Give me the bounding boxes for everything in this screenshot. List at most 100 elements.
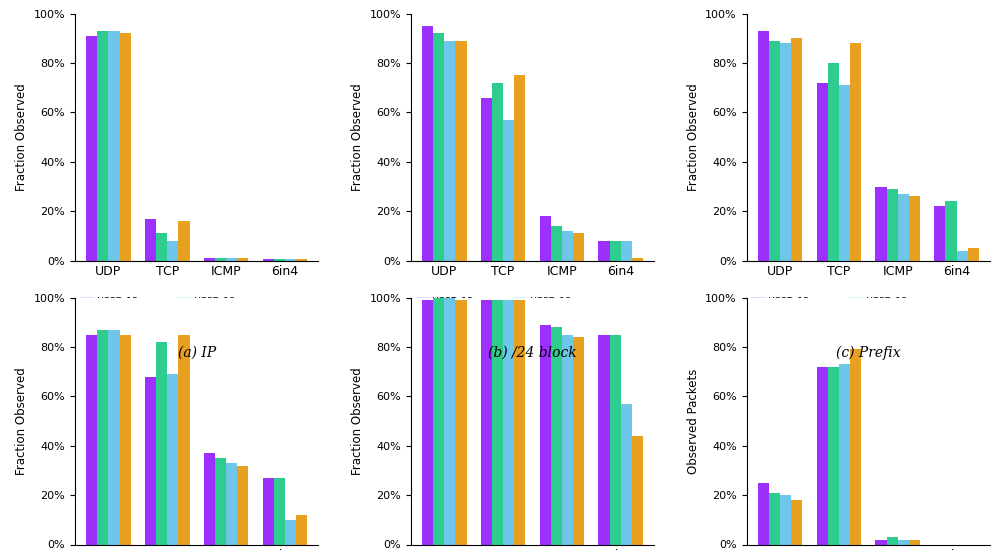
Bar <box>120 34 131 261</box>
Bar <box>97 31 108 261</box>
Bar <box>562 231 573 261</box>
Bar <box>791 39 802 261</box>
Bar <box>503 120 514 261</box>
Bar <box>444 41 455 261</box>
Bar <box>226 258 237 261</box>
Bar <box>296 515 307 544</box>
Bar <box>108 330 120 544</box>
Bar <box>215 458 226 544</box>
Text: (b) /24 block: (b) /24 block <box>488 346 577 360</box>
Bar <box>909 196 920 261</box>
Bar <box>875 186 887 261</box>
Y-axis label: Fraction Observed: Fraction Observed <box>15 83 28 191</box>
Bar <box>551 226 562 261</box>
Bar <box>274 478 285 544</box>
Bar <box>632 436 643 544</box>
Bar <box>97 330 108 544</box>
Bar <box>514 300 525 544</box>
Bar <box>562 334 573 544</box>
Bar <box>791 500 802 544</box>
Bar <box>86 334 97 544</box>
Bar <box>296 260 307 261</box>
Bar <box>263 478 274 544</box>
Bar <box>632 258 643 261</box>
Bar <box>455 300 467 544</box>
Bar <box>551 327 562 544</box>
Bar <box>503 300 514 544</box>
Bar <box>156 342 167 544</box>
Bar <box>887 537 898 544</box>
Bar <box>492 300 503 544</box>
Bar <box>274 260 285 261</box>
Y-axis label: Fraction Observed: Fraction Observed <box>15 367 28 475</box>
Bar <box>598 334 610 544</box>
Bar <box>839 364 850 544</box>
Bar <box>621 241 632 261</box>
Bar <box>481 300 492 544</box>
Bar <box>86 36 97 261</box>
Bar <box>285 520 296 544</box>
Bar <box>156 233 167 261</box>
Y-axis label: Fraction Observed: Fraction Observed <box>351 367 364 475</box>
Text: (c) Prefix: (c) Prefix <box>836 346 901 360</box>
Bar <box>285 260 296 261</box>
Bar <box>455 41 467 261</box>
Legend: UCSD-12, partial-UCSD-13, UCSD-13, MERIT-13: UCSD-12, partial-UCSD-13, UCSD-13, MERIT… <box>80 298 237 317</box>
Bar <box>850 349 861 544</box>
Bar <box>237 258 248 261</box>
Bar <box>481 98 492 261</box>
Bar <box>898 194 909 261</box>
Bar <box>145 219 156 261</box>
Legend: UCSD-12, partial-UCSD-13, UCSD-13, MERIT-13: UCSD-12, partial-UCSD-13, UCSD-13, MERIT… <box>751 298 908 317</box>
Bar <box>573 233 584 261</box>
Bar <box>957 251 968 261</box>
Bar <box>108 31 120 261</box>
Bar <box>492 83 503 261</box>
Bar <box>875 540 887 544</box>
Bar <box>621 404 632 544</box>
Bar <box>887 189 898 261</box>
Bar <box>817 367 828 544</box>
Bar <box>433 34 444 261</box>
Bar <box>769 493 780 544</box>
Bar <box>909 540 920 544</box>
Bar <box>758 483 769 544</box>
Bar <box>573 337 584 544</box>
Y-axis label: Observed Packets: Observed Packets <box>687 368 700 474</box>
Bar <box>780 43 791 261</box>
Bar <box>514 75 525 261</box>
Bar <box>540 216 551 261</box>
Bar <box>945 201 957 261</box>
Bar <box>850 43 861 261</box>
Bar <box>540 325 551 544</box>
Bar <box>145 377 156 544</box>
Bar <box>167 241 178 261</box>
Bar <box>204 258 215 261</box>
Bar <box>817 83 828 261</box>
Bar <box>263 260 274 261</box>
Legend: UCSD-12, partial-UCSD-13, UCSD-13, MERIT-13: UCSD-12, partial-UCSD-13, UCSD-13, MERIT… <box>416 298 573 317</box>
Bar <box>839 85 850 261</box>
Bar <box>226 463 237 544</box>
Bar <box>934 206 945 261</box>
Bar <box>780 495 791 544</box>
Bar <box>237 465 248 544</box>
Bar <box>167 374 178 544</box>
Text: (a) IP: (a) IP <box>178 346 216 360</box>
Bar <box>598 241 610 261</box>
Bar <box>178 221 190 261</box>
Bar <box>204 453 215 544</box>
Bar <box>444 298 455 544</box>
Bar <box>120 334 131 544</box>
Bar <box>610 241 621 261</box>
Bar <box>968 248 979 261</box>
Bar <box>433 298 444 544</box>
Bar <box>898 540 909 544</box>
Bar <box>758 31 769 261</box>
Bar <box>828 367 839 544</box>
Bar <box>422 300 433 544</box>
Bar <box>178 334 190 544</box>
Bar <box>610 334 621 544</box>
Bar <box>769 41 780 261</box>
Bar <box>422 26 433 261</box>
